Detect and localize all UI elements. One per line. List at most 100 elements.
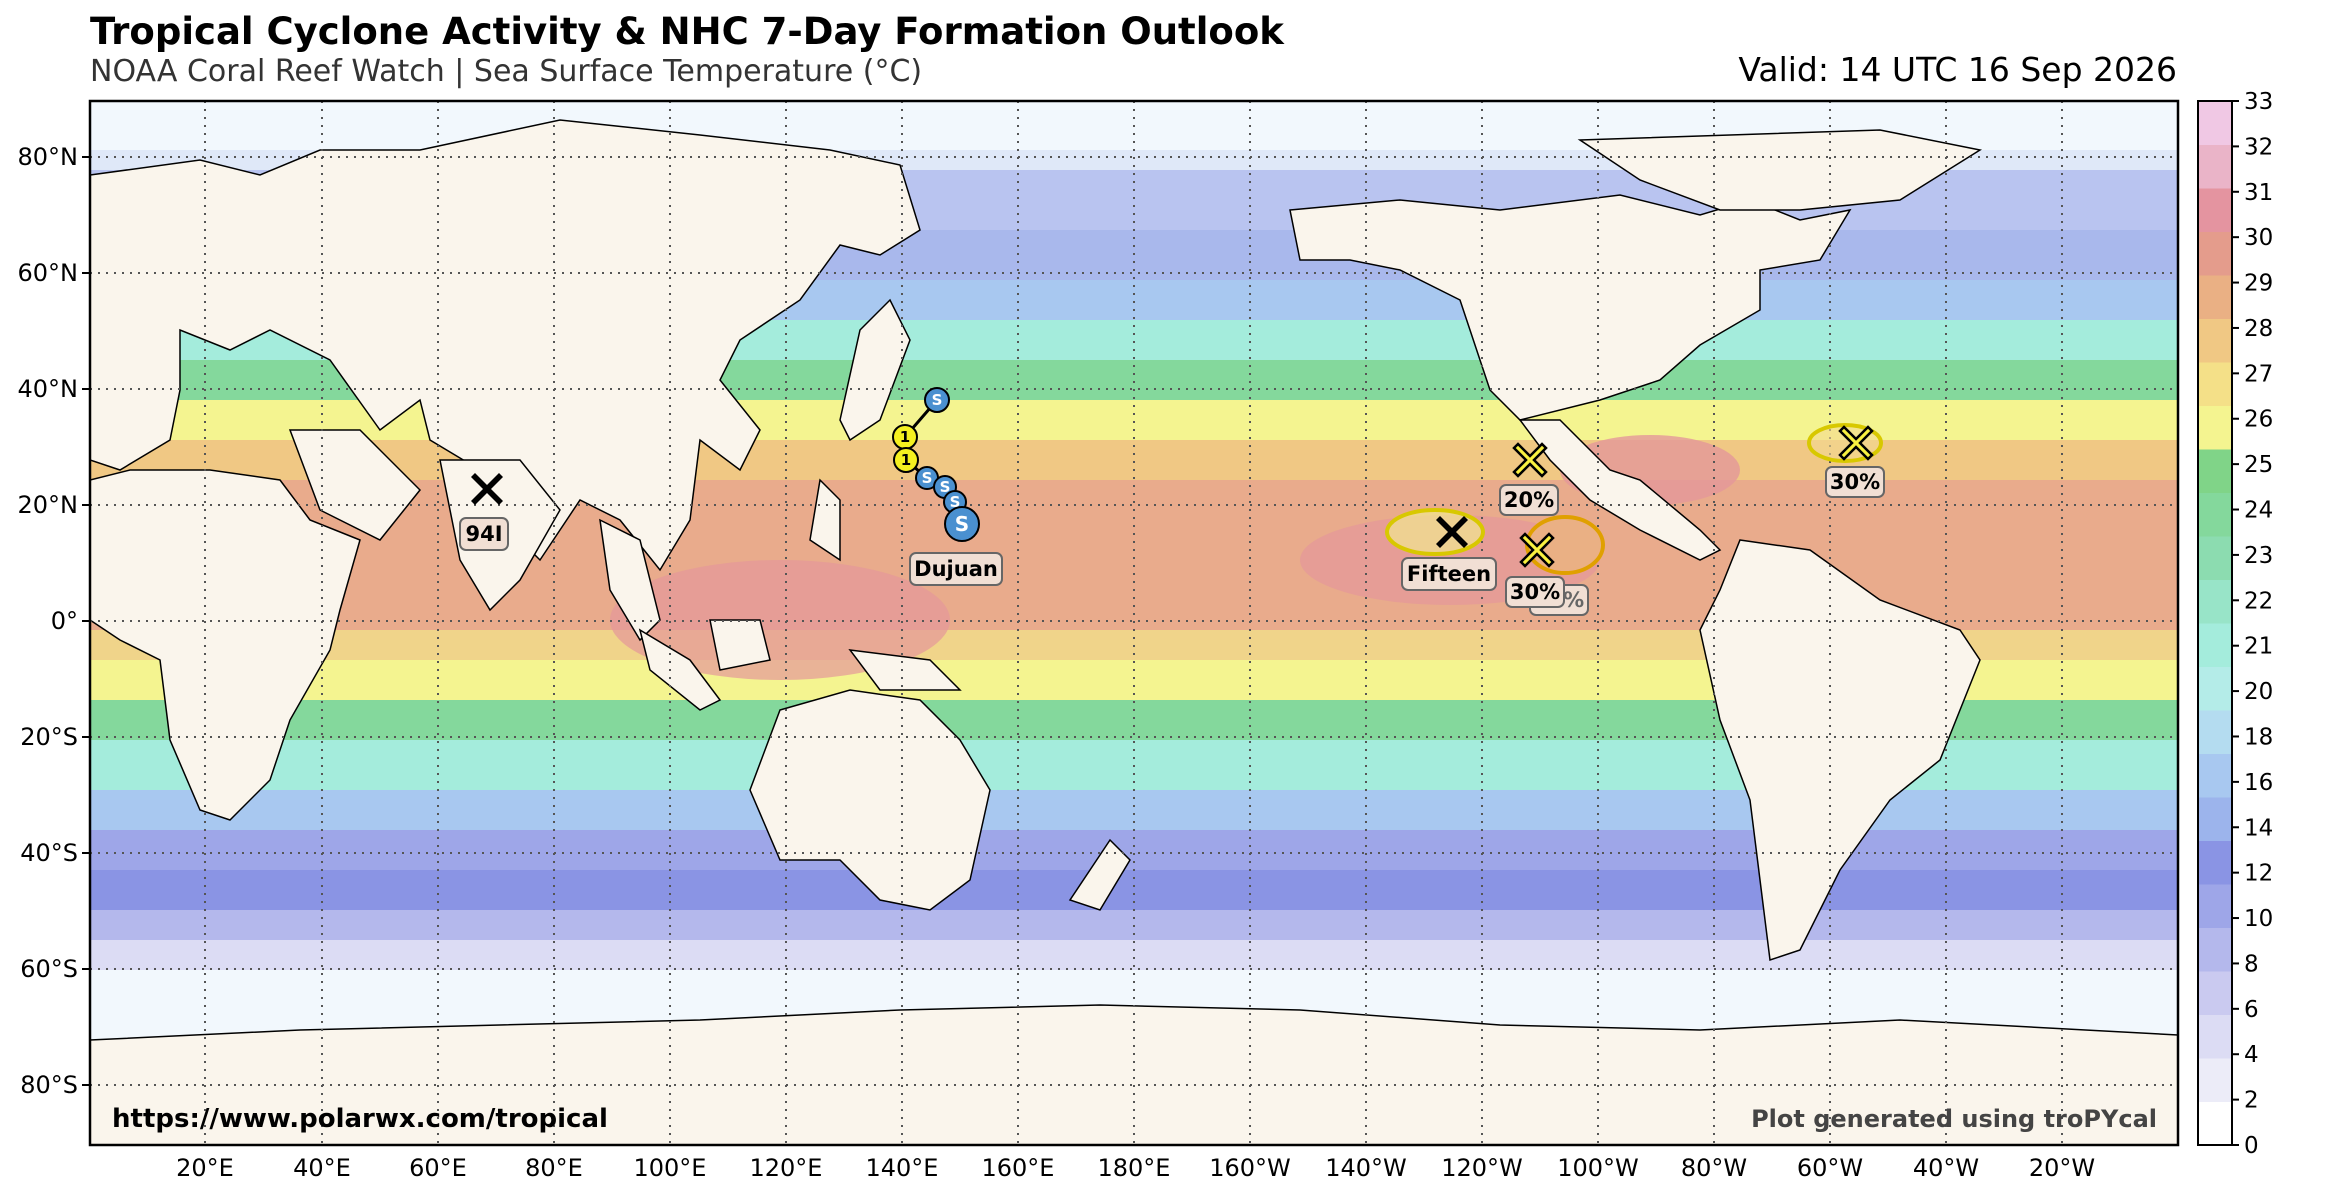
outlook-x-30-atlantic-icon [1838, 425, 1874, 461]
lat-label: 20°N [18, 491, 79, 519]
land-masses [90, 119, 2178, 1145]
map-area[interactable]: S S S S S 1 1 [90, 101, 2178, 1145]
outlook-label-20: 20% [1504, 488, 1554, 512]
lon-label: 80°E [525, 1154, 583, 1182]
borneo [709, 619, 771, 671]
antarctica [90, 1004, 2178, 1145]
lat-label: 40°N [18, 375, 79, 403]
colorbar-tick-label: 16 [2244, 770, 2273, 796]
colorbar-tick-label: 4 [2244, 1042, 2259, 1068]
colorbar-tick-label: 14 [2244, 815, 2273, 841]
track-symbol: S [932, 391, 943, 409]
greenland [1577, 129, 1982, 211]
track-symbol: S [940, 478, 951, 496]
dujuan-track[interactable]: S S S S S 1 1 [892, 387, 980, 542]
track-symbol: S [922, 469, 933, 487]
lon-label: 100°W [1557, 1154, 1639, 1182]
colorbar-segment [2198, 579, 2232, 624]
track-point-storm-current [944, 506, 980, 542]
lon-label: 100°E [634, 1154, 707, 1182]
southeast-asia [599, 518, 661, 642]
outlook-x-20-icon [1512, 442, 1548, 478]
track-symbol: 1 [900, 428, 910, 446]
lat-label: 0° [51, 607, 78, 635]
colorbar-frame [2197, 100, 2233, 1146]
colorbar-segment [2198, 1101, 2232, 1146]
colorbar-tick-label: 23 [2244, 543, 2273, 569]
lon-label: 120°E [750, 1154, 823, 1182]
lon-label: 140°W [1325, 1154, 1407, 1182]
colorbar-tick-label: 22 [2244, 588, 2273, 614]
latitude-labels: 80°N 60°N 40°N 20°N 0° 20°S 40°S 60°S 80… [18, 143, 79, 1099]
track-symbol: S [950, 493, 961, 511]
new-guinea [848, 649, 962, 691]
colorbar-segment [2198, 927, 2232, 972]
colorbar-segment [2198, 710, 2232, 754]
colorbar-segment [2198, 971, 2232, 1015]
lat-label: 20°S [20, 723, 78, 751]
lon-label: 20°W [2029, 1154, 2095, 1182]
colorbar-segment [2198, 362, 2232, 406]
colorbar-segment [2198, 275, 2232, 319]
colorbar-segment [2198, 188, 2232, 232]
lon-label: 160°W [1209, 1154, 1291, 1182]
lon-label: 40°W [1913, 1154, 1979, 1182]
colorbar-tick-label: 0 [2244, 1133, 2259, 1159]
lat-label: 60°N [18, 259, 79, 287]
sumatra [638, 628, 722, 711]
storm-label-94i: 94I [465, 522, 502, 546]
credit-text: Plot generated using troPYcal [1751, 1105, 2157, 1133]
colorbar-tick-label: 21 [2244, 634, 2273, 660]
lat-label: 40°S [20, 839, 78, 867]
south-america [1699, 539, 1981, 962]
lat-label: 60°S [20, 955, 78, 983]
fifteen-marker-icon [1436, 516, 1468, 548]
colorbar-segment [2198, 449, 2232, 493]
colorbar-tick-label: 24 [2244, 498, 2273, 524]
longitude-labels: 20°E 40°E 60°E 80°E 100°E 120°E 140°E 16… [176, 1154, 2095, 1182]
colorbar-segment [2198, 884, 2232, 928]
lon-label: 120°W [1441, 1154, 1523, 1182]
colorbar-tick-label: 20 [2244, 679, 2273, 705]
outlook-label-30-mexico: 30% [1510, 580, 1560, 604]
colorbar-segment [2198, 144, 2232, 189]
lat-label: 80°N [18, 143, 79, 171]
track-point-depression [893, 447, 919, 473]
philippines [809, 478, 841, 562]
alaska-canada [1289, 194, 1852, 421]
colorbar-segment [2198, 536, 2232, 580]
map-subtitle: NOAA Coral Reef Watch | Sea Surface Temp… [90, 54, 923, 89]
colorbar-segment [2198, 797, 2232, 841]
lat-label: 80°S [20, 1071, 78, 1099]
colorbar-segment [2198, 753, 2232, 798]
lon-label: 80°W [1681, 1154, 1747, 1182]
colorbar-tick-label: 12 [2244, 861, 2273, 887]
storm-markers[interactable] [471, 425, 1874, 568]
colorbar-tick-label: 31 [2244, 180, 2273, 206]
colorbar-tick-label: 29 [2244, 271, 2273, 297]
africa [90, 469, 361, 821]
colorbar-segment [2198, 1014, 2232, 1059]
colorbar-segment [2198, 405, 2232, 450]
colorbar-tick-label: 2 [2244, 1088, 2259, 1114]
lon-label: 180°E [1098, 1154, 1171, 1182]
outlook-label-30-atlantic: 30% [1830, 470, 1880, 494]
colorbar-tick-label: 30 [2244, 225, 2273, 251]
lon-label: 60°W [1797, 1154, 1863, 1182]
colorbar-segment [2198, 666, 2232, 711]
source-url[interactable]: https://www.polarwx.com/tropical [112, 1104, 608, 1134]
colorbar-tick-label: 27 [2244, 361, 2273, 387]
eurasia [90, 119, 921, 572]
axis-ticks [82, 156, 90, 1086]
valid-time: Valid: 14 UTC 16 Sep 2026 [1738, 50, 2177, 89]
colorbar-tick-label: 6 [2244, 997, 2259, 1023]
colorbar-tick-label: 28 [2244, 316, 2273, 342]
lon-label: 20°E [176, 1154, 234, 1182]
colorbar-segment [2198, 101, 2232, 145]
lon-label: 140°E [866, 1154, 939, 1182]
colorbar-tick-label: 26 [2244, 407, 2273, 433]
track-symbol: 1 [901, 451, 911, 469]
storm-labels: 94I Dujuan Fifteen 20% 30% 30% 30% [459, 466, 1885, 616]
colorbar-segment [2198, 623, 2232, 667]
colorbar-segment [2198, 840, 2232, 885]
